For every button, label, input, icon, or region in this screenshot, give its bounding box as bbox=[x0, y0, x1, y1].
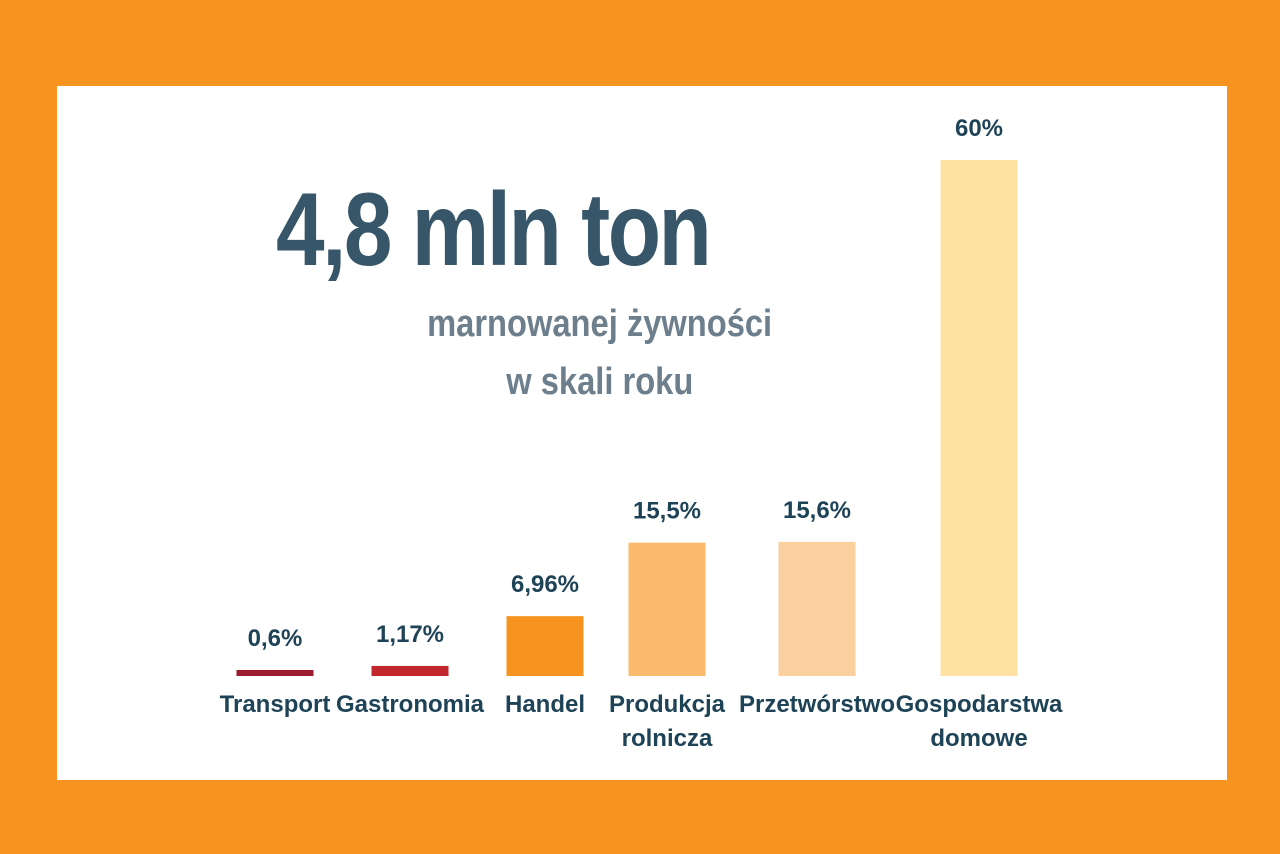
bar-3 bbox=[628, 542, 706, 676]
category-label-3-line1: rolnicza bbox=[622, 725, 713, 752]
category-label-5-line1: domowe bbox=[930, 725, 1027, 752]
category-label-3-line0: Produkcja bbox=[609, 691, 726, 718]
bar-value-label-4: 15,6% bbox=[783, 497, 851, 524]
category-label-5-line0: Gospodarstwa bbox=[896, 691, 1063, 718]
bar-2 bbox=[506, 616, 584, 676]
headline-subtitle-line1: marnowanej żywności bbox=[427, 303, 773, 345]
bar-value-label-5: 60% bbox=[955, 115, 1003, 142]
bar-value-label-0: 0,6% bbox=[248, 625, 303, 652]
category-label-0: Transport bbox=[220, 691, 331, 718]
category-label-4: Przetwórstwo bbox=[739, 691, 895, 718]
headline-subtitle-line2: w skali roku bbox=[506, 361, 694, 403]
headline-title: 4,8 mln ton bbox=[276, 172, 712, 288]
bar-value-label-2: 6,96% bbox=[511, 571, 579, 598]
category-label-2: Handel bbox=[505, 691, 585, 718]
bar-0 bbox=[236, 670, 314, 676]
bar-value-label-1: 1,17% bbox=[376, 621, 444, 648]
bar-1 bbox=[371, 665, 449, 676]
bar-5 bbox=[940, 160, 1018, 676]
bar-value-label-3: 15,5% bbox=[633, 498, 701, 525]
category-label-1: Gastronomia bbox=[336, 691, 485, 718]
bar-4 bbox=[778, 541, 856, 676]
